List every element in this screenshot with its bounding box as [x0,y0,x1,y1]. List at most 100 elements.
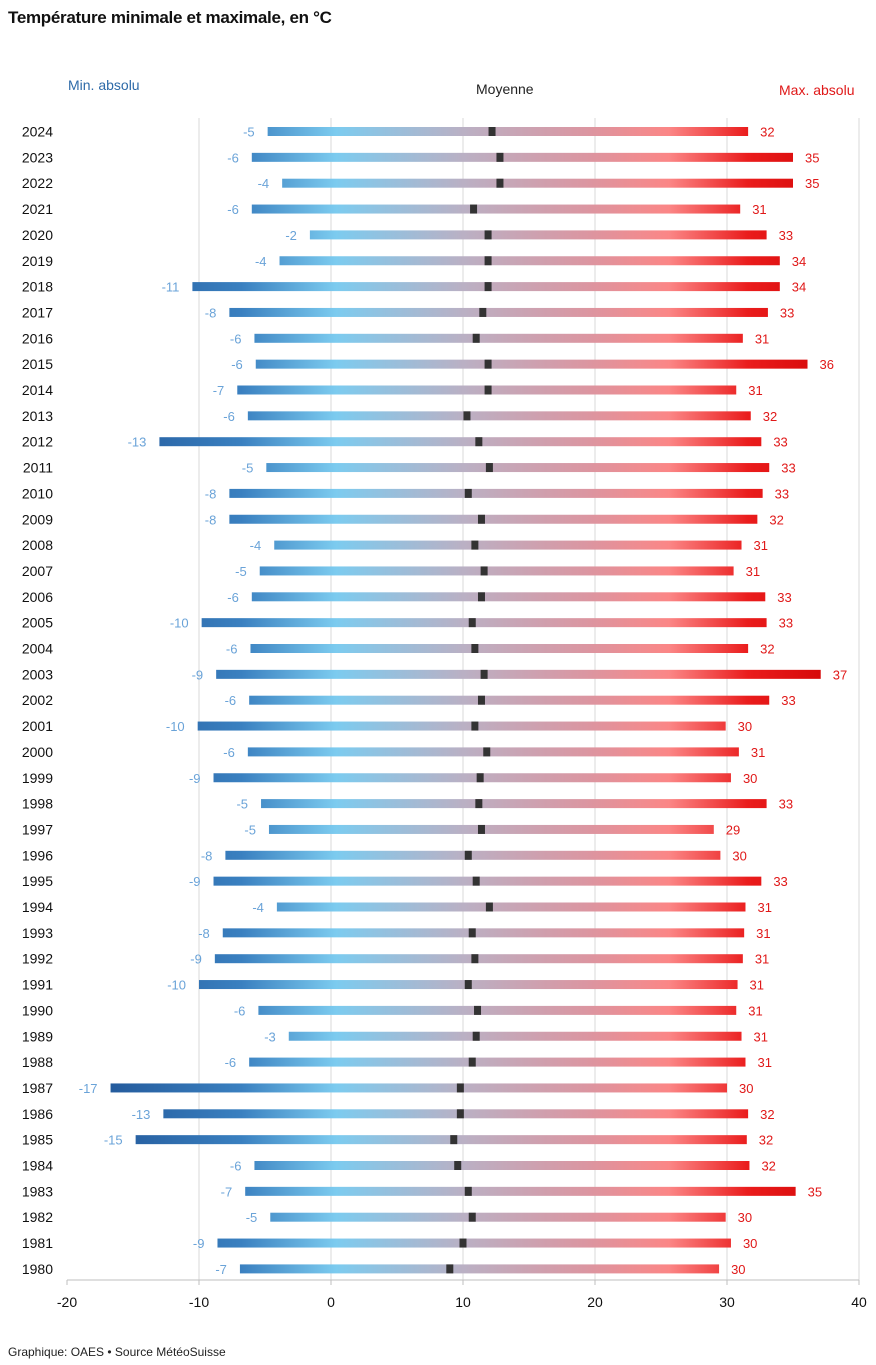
year-label: 2024 [22,124,53,140]
range-bar [251,204,741,214]
year-label: 2021 [22,201,53,217]
range-bar [255,359,808,369]
year-label: 1986 [22,1106,53,1122]
mean-marker [459,1238,467,1248]
max-value-label: 31 [754,538,768,553]
range-bar [222,928,745,938]
min-value-label: -5 [236,797,248,812]
max-value-label: 30 [738,719,752,734]
max-value-label: 30 [732,848,746,863]
mean-marker [468,928,476,938]
min-value-label: -13 [128,435,147,450]
year-label: 1987 [22,1080,53,1096]
max-value-label: 32 [760,642,774,657]
min-value-label: -9 [189,874,201,889]
year-label: 2003 [22,666,53,682]
min-value-label: -9 [189,771,201,786]
year-label: 2023 [22,149,53,165]
min-value-label: -5 [246,1210,258,1225]
max-value-label: 35 [805,176,819,191]
range-bar [135,1135,747,1145]
max-value-label: 33 [780,305,794,320]
x-tick-label: -10 [189,1294,209,1310]
range-bar [259,566,734,576]
max-value-label: 31 [748,1003,762,1018]
labels-layer: 2024 -5 32 2023 -6 35 2022 -4 35 2021 -6 31 2020 -2 33… [22,124,847,1277]
mean-marker [464,1186,472,1196]
year-label: 2017 [22,304,53,320]
max-value-label: 33 [775,486,789,501]
min-value-label: -11 [162,280,180,295]
mean-marker [470,204,478,214]
mean-marker [468,618,476,628]
range-bar [288,1031,742,1041]
min-value-label: -7 [213,383,225,398]
year-label: 2002 [22,692,53,708]
year-label: 2013 [22,408,53,424]
legend-max-label: Max. absolu [779,82,855,98]
max-value-label: 37 [833,667,847,682]
max-value-label: 31 [746,564,760,579]
max-value-label: 31 [755,331,769,346]
mean-marker [496,178,504,188]
min-value-label: -6 [234,1003,246,1018]
max-value-label: 30 [738,1210,752,1225]
min-value-label: -6 [226,642,238,657]
range-bar [251,152,794,162]
mean-marker [464,980,472,990]
mean-marker [485,902,493,912]
max-value-label: 31 [754,1029,768,1044]
year-label: 1994 [22,899,53,915]
year-label: 1988 [22,1054,53,1070]
legend-mean-label: Moyenne [476,81,534,97]
range-bar [247,411,751,421]
range-bar [309,230,767,240]
mean-marker [496,152,504,162]
mean-marker [484,385,492,395]
year-label: 2006 [22,589,53,605]
range-bar [201,618,767,628]
year-label: 2016 [22,330,53,346]
mean-marker [477,592,485,602]
range-bar [110,1083,727,1093]
range-bar [229,307,768,317]
max-value-label: 35 [805,150,819,165]
mean-marker [464,488,472,498]
mean-marker [474,1005,482,1015]
range-bar [214,954,743,964]
year-label: 1990 [22,1002,53,1018]
range-bar [276,902,746,912]
max-value-label: 30 [743,1236,757,1251]
x-tick-label: -20 [57,1294,77,1310]
range-bar [249,1057,746,1067]
mean-marker [484,359,492,369]
mean-marker [480,566,488,576]
max-value-label: 33 [773,874,787,889]
year-label: 1999 [22,770,53,786]
min-value-label: -5 [242,461,254,476]
mean-marker [472,1031,480,1041]
year-label: 1985 [22,1132,53,1148]
year-label: 2001 [22,718,53,734]
min-value-label: -6 [225,693,237,708]
mean-marker [471,540,479,550]
mean-marker [477,695,485,705]
range-bar [268,824,714,834]
year-label: 2004 [22,641,53,657]
range-bar [258,1005,737,1015]
mean-marker [471,721,479,731]
max-value-label: 33 [773,435,787,450]
max-value-label: 33 [779,797,793,812]
max-value-label: 32 [763,409,777,424]
min-value-label: -5 [243,125,255,140]
year-label: 2012 [22,434,53,450]
max-value-label: 30 [743,771,757,786]
x-tick-label: 40 [851,1294,867,1310]
min-value-label: -10 [167,978,186,993]
range-bar [270,1212,726,1222]
min-value-label: -7 [215,1262,227,1277]
max-value-label: 29 [726,822,740,837]
max-value-label: 36 [820,357,834,372]
mean-marker [485,463,493,473]
min-value-label: -5 [235,564,247,579]
